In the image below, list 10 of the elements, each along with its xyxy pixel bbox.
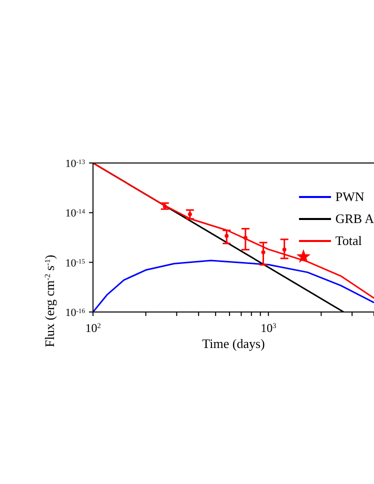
legend-label: Total [335, 233, 362, 249]
x-tick-label: 10$^{3}$ [260, 321, 277, 335]
y-tick-label: 10$^{-15}$ [65, 257, 86, 270]
x-tick-label: 10$^{2}$ [85, 321, 102, 335]
x-axis-title: Time (days) [202, 336, 265, 351]
y-tick-label: 10$^{-13}$ [65, 158, 86, 170]
legend-label: PWN [335, 189, 364, 205]
legend-label: GRB A [335, 211, 374, 227]
y-tick-label: 10$^{-16}$ [65, 307, 86, 319]
y-tick-label: 10$^{-14}$ [65, 208, 86, 220]
